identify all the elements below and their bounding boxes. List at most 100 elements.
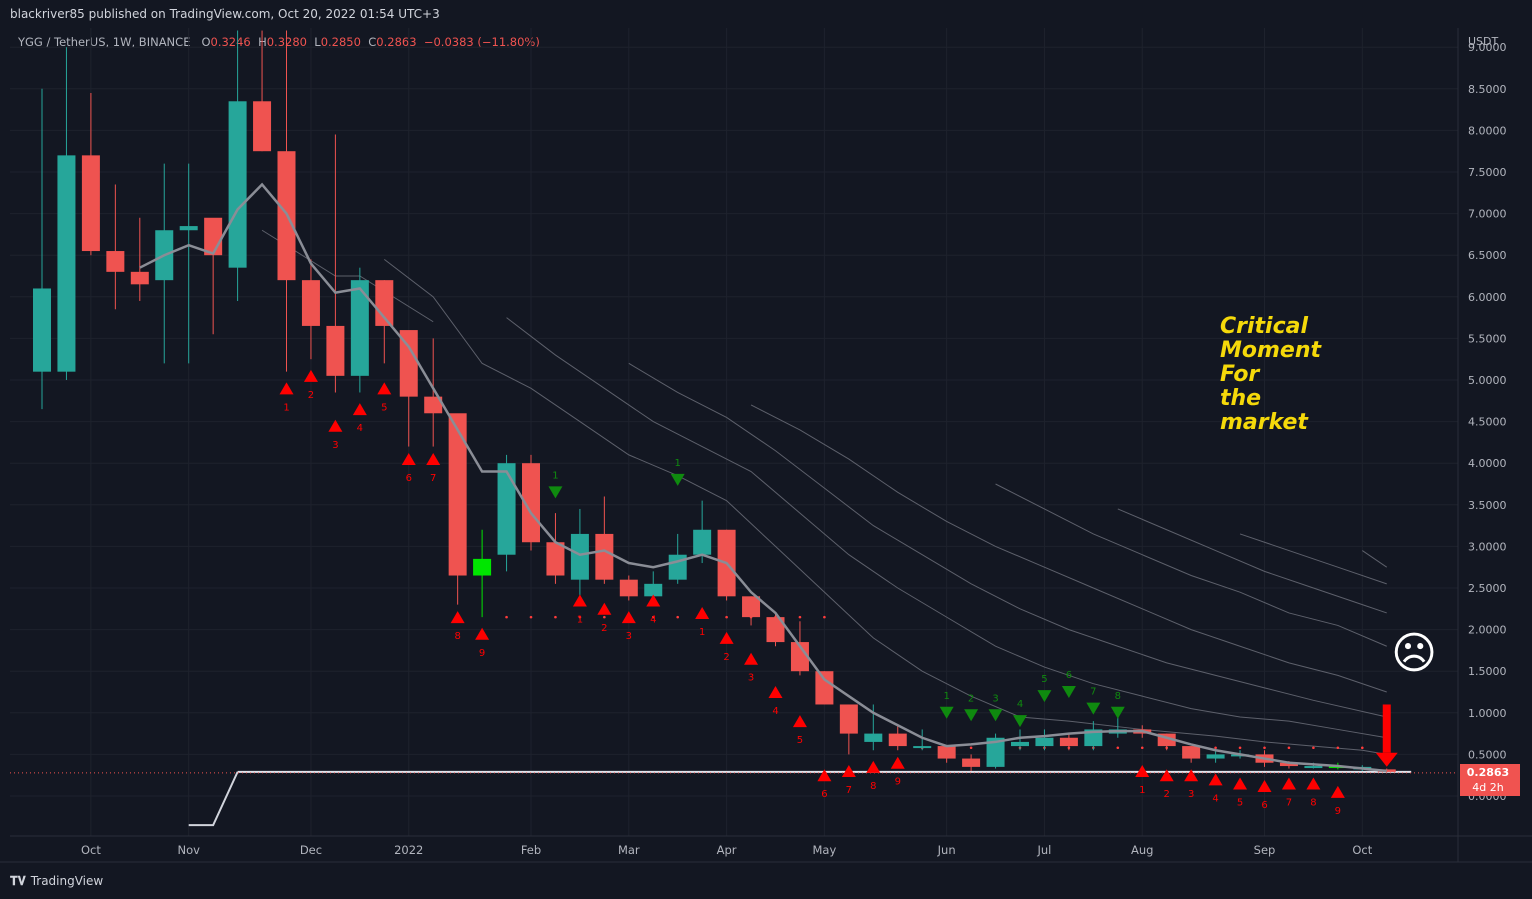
candle[interactable] (1035, 729, 1054, 751)
candle-body[interactable] (179, 226, 198, 231)
candle[interactable] (424, 338, 443, 447)
candle[interactable] (766, 612, 785, 647)
candle-body[interactable] (473, 558, 492, 576)
candle-body[interactable] (839, 704, 858, 734)
candle[interactable] (473, 529, 492, 618)
candle[interactable] (546, 513, 565, 584)
candle-body[interactable] (522, 463, 540, 543)
candle[interactable] (179, 163, 198, 364)
candle-body[interactable] (253, 101, 272, 152)
candle[interactable] (1059, 733, 1078, 751)
candle-body[interactable] (937, 746, 956, 759)
candle[interactable] (301, 259, 320, 360)
candle-body[interactable] (962, 758, 981, 767)
candle[interactable] (717, 529, 736, 601)
candle[interactable] (1182, 746, 1201, 763)
candle-body[interactable] (497, 463, 516, 555)
candle[interactable] (888, 725, 907, 751)
green-signal-count: 4 (1017, 699, 1023, 710)
candle[interactable] (1206, 750, 1225, 763)
candle-body[interactable] (301, 280, 320, 326)
candle-body[interactable] (57, 155, 76, 372)
candle-body[interactable] (570, 533, 589, 580)
candle[interactable] (375, 280, 394, 364)
candle[interactable] (57, 47, 76, 380)
candle[interactable] (350, 267, 369, 393)
tradingview-brand[interactable]: 𝐓𝐕 TradingView (10, 874, 103, 889)
candle-body[interactable] (1279, 762, 1298, 767)
candle[interactable] (130, 217, 149, 301)
candle-body[interactable] (766, 617, 785, 643)
candle-body[interactable] (742, 596, 761, 618)
candle[interactable] (742, 596, 761, 626)
candle-body[interactable] (81, 155, 100, 252)
y-tick-label: 2.0000 (1468, 624, 1507, 637)
candle-body[interactable] (1084, 729, 1103, 747)
candle-body[interactable] (644, 583, 663, 597)
candle-body[interactable] (1206, 754, 1225, 759)
candle[interactable] (693, 500, 712, 564)
candle-body[interactable] (130, 271, 149, 285)
axes[interactable]: 0.00000.50001.00001.50002.00002.50003.00… (0, 28, 1532, 863)
candle-body[interactable] (106, 251, 125, 272)
candle-body[interactable] (228, 101, 247, 268)
candle-body[interactable] (326, 325, 345, 376)
candle[interactable] (962, 754, 981, 772)
candle[interactable] (913, 729, 932, 751)
candle[interactable] (399, 330, 418, 447)
candle[interactable] (448, 413, 467, 605)
candle-body[interactable] (888, 733, 907, 747)
candle[interactable] (106, 184, 125, 310)
candle-body[interactable] (448, 413, 467, 576)
candle-body[interactable] (546, 542, 565, 576)
candle-body[interactable] (986, 737, 1005, 767)
candle[interactable] (937, 746, 956, 763)
red-signal-triangle (303, 369, 318, 382)
candle-body[interactable] (1035, 737, 1054, 747)
candle[interactable] (326, 134, 345, 393)
candle-body[interactable] (864, 733, 883, 742)
candle[interactable] (497, 454, 516, 572)
candle[interactable] (1011, 729, 1029, 751)
candle-body[interactable] (33, 288, 51, 372)
candle-body[interactable] (399, 330, 418, 397)
candle-body[interactable] (693, 529, 712, 555)
candle-body[interactable] (790, 642, 809, 672)
candle[interactable] (986, 733, 1005, 769)
red-signal-count: 9 (895, 777, 901, 788)
candles[interactable] (33, 30, 1396, 773)
candle-body[interactable] (204, 217, 223, 256)
signal-dot (1116, 746, 1120, 750)
candle-body[interactable] (913, 746, 932, 749)
candle[interactable] (228, 30, 247, 301)
candle[interactable] (81, 92, 100, 256)
candle-body[interactable] (375, 280, 394, 326)
candle-body[interactable] (1182, 746, 1201, 759)
candle[interactable] (33, 88, 51, 410)
x-tick-label: Oct (81, 843, 101, 857)
candle[interactable] (522, 454, 540, 551)
candle[interactable] (839, 704, 858, 755)
candle-body[interactable] (815, 671, 834, 705)
annotation-line: For (1220, 362, 1260, 387)
signal-dots (505, 615, 1364, 750)
candle[interactable] (155, 163, 174, 364)
red-signal-count: 1 (699, 627, 705, 638)
candle-body[interactable] (424, 396, 443, 414)
candle-body[interactable] (1059, 737, 1078, 747)
candle[interactable] (253, 30, 272, 152)
candle[interactable] (815, 671, 834, 705)
candle[interactable] (204, 217, 223, 335)
candle[interactable] (595, 496, 614, 584)
candle[interactable] (619, 575, 638, 601)
candle-body[interactable] (595, 533, 614, 580)
candle[interactable] (277, 30, 296, 372)
legend-symbol[interactable]: YGG / TetherUS, 1W, BINANCE (18, 35, 191, 49)
candle[interactable] (1084, 721, 1103, 751)
candle-body[interactable] (1011, 741, 1029, 747)
candle[interactable] (570, 508, 589, 605)
candle-body[interactable] (350, 280, 369, 376)
candle-body[interactable] (1304, 766, 1323, 769)
candle-body[interactable] (619, 579, 638, 597)
